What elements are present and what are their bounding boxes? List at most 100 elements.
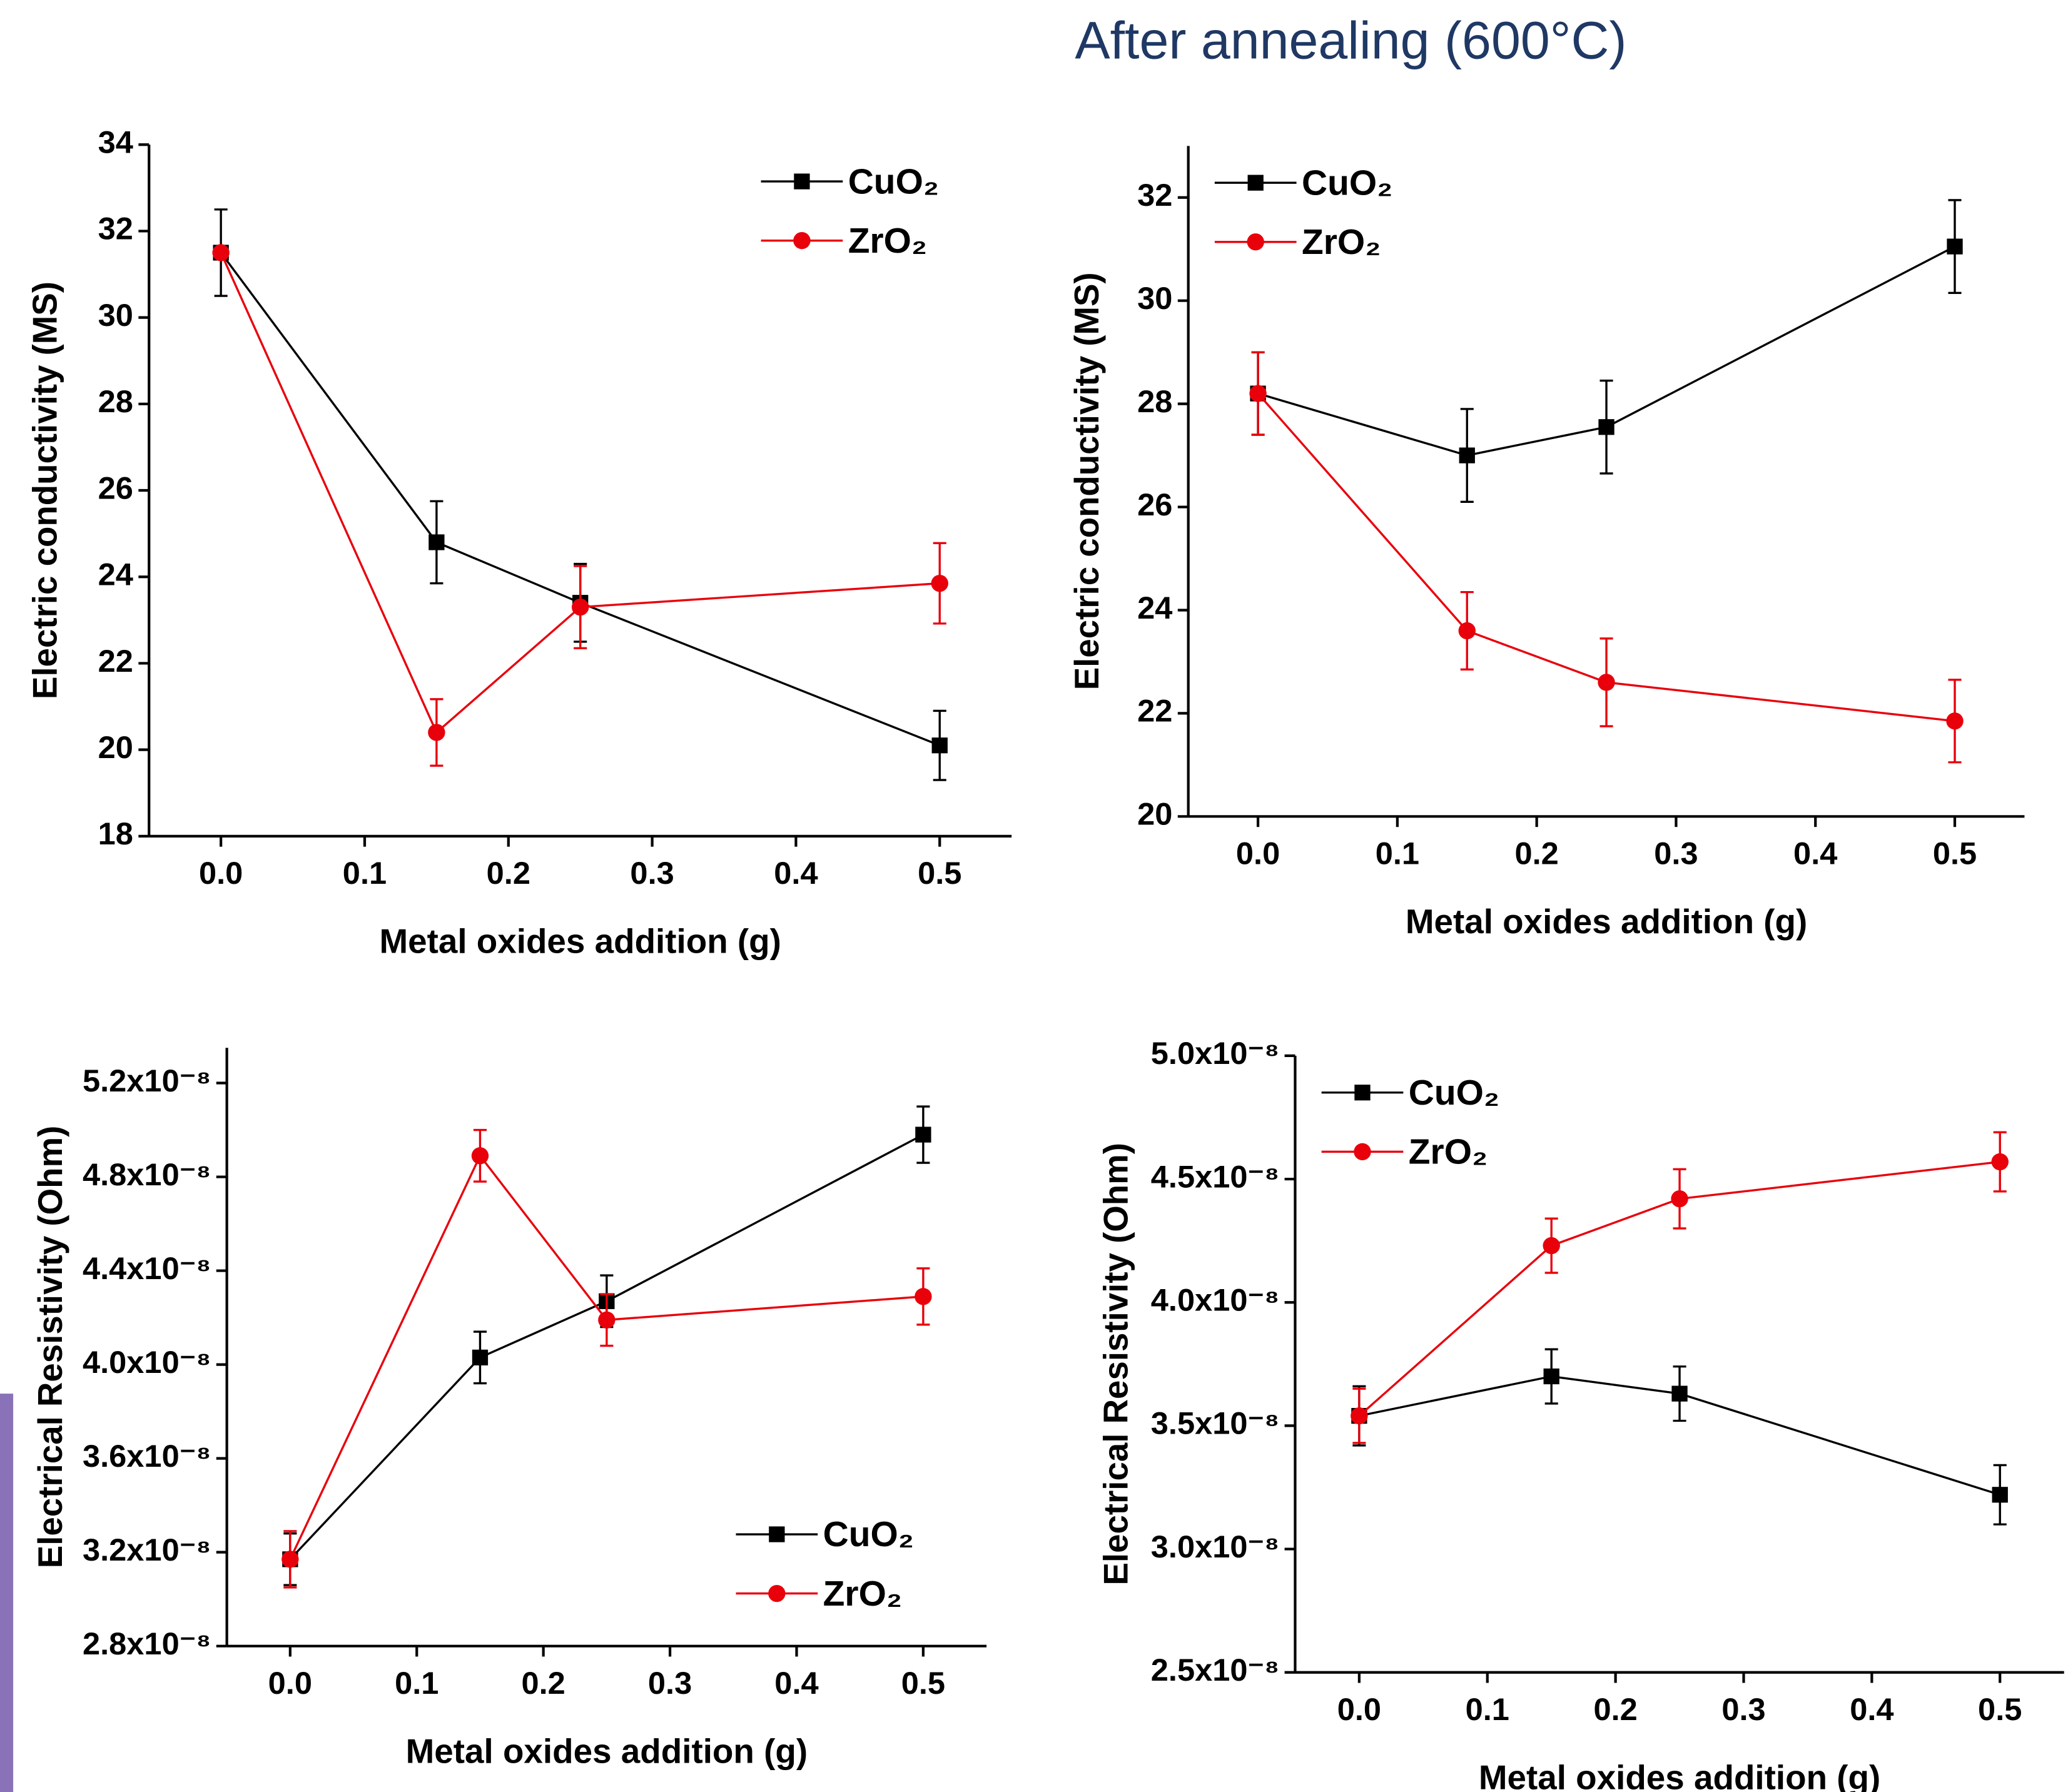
data-point [471,1147,489,1165]
data-point [1543,1237,1560,1255]
legend-marker [769,1526,785,1542]
x-tick-label: 0.4 [774,1665,818,1701]
data-point [571,598,589,616]
y-tick-label: 30 [1137,280,1172,316]
x-tick-label: 0.0 [199,855,243,891]
y-axis-label: Electrical Resistivity (Ohm) [1096,1143,1135,1585]
chart: 18 20 22 24 26 28 30 32 34 0.0 0.1 0.2 0.3 0.4 0.5 Meta… [25,124,1012,961]
series-line [289,1153,924,1560]
y-tick-label: 28 [98,383,133,419]
data-point [1671,1190,1688,1208]
series-line [289,1133,924,1561]
data-point [1459,447,1475,463]
y-tick-label: 30 [98,297,133,333]
y-tick-label: 34 [98,124,133,160]
legend-marker [1354,1143,1371,1160]
legend-label: CuO₂ [1409,1073,1499,1113]
data-point [1598,674,1615,691]
x-tick-label: 0.1 [1466,1691,1509,1727]
y-tick-label: 5.0x10⁻⁸ [1151,1035,1279,1071]
y-tick-label: 24 [98,557,133,592]
data-point [428,534,445,550]
series-line [1257,245,1955,457]
y-tick-label: 3.5x10⁻⁸ [1151,1405,1279,1441]
x-axis-label: Metal oxides addition (g) [1406,902,1807,941]
legend-marker [1247,175,1264,191]
x-tick-label: 0.4 [1793,836,1837,871]
x-tick-label: 0.5 [1933,836,1977,871]
data-point [1598,419,1614,435]
data-point [1543,1368,1559,1385]
x-tick-label: 0.2 [1593,1691,1637,1727]
x-tick-label: 0.3 [1721,1691,1765,1727]
data-point [1992,1487,2008,1503]
y-axis-label: Electric conductivity (MS) [1067,272,1106,690]
y-tick-label: 3.6x10⁻⁸ [83,1438,211,1474]
data-point [1249,385,1267,402]
x-tick-label: 0.4 [774,855,818,891]
y-tick-label: 4.0x10⁻⁸ [83,1344,211,1380]
y-tick-label: 5.2x10⁻⁸ [83,1063,211,1098]
data-point [1946,712,1964,730]
series-line [220,251,940,747]
legend-marker [794,173,810,190]
data-point [1991,1153,2009,1171]
legend-label: ZrO₂ [1302,223,1381,262]
chart: 2.8x10⁻⁸ 3.2x10⁻⁸ 3.6x10⁻⁸ 4.0x10⁻⁸ 4.4x10⁻⁸… [31,1048,987,1771]
data-point [915,1126,931,1143]
x-tick-label: 0.1 [1376,836,1419,871]
x-tick-label: 0.0 [1337,1691,1381,1727]
y-tick-label: 22 [1137,693,1172,729]
series-line [1257,393,1955,722]
y-tick-label: 20 [1137,796,1172,832]
data-point [1947,238,1963,255]
data-point [428,724,445,741]
x-tick-label: 0.5 [918,855,961,891]
y-tick-label: 28 [1137,383,1172,419]
legend-marker [793,231,811,250]
legend-marker [1354,1085,1371,1101]
legend-label: CuO₂ [1302,163,1392,203]
x-tick-label: 0.0 [1236,836,1280,871]
y-tick-label: 20 [98,729,133,765]
legend-label: CuO₂ [823,1515,914,1554]
x-tick-label: 0.5 [901,1665,945,1701]
y-tick-label: 4.5x10⁻⁸ [1151,1158,1279,1194]
data-point [931,737,948,754]
y-tick-label: 2.5x10⁻⁸ [1151,1652,1279,1688]
x-tick-label: 0.1 [395,1665,438,1701]
data-point [1458,622,1476,640]
y-tick-label: 26 [98,470,133,505]
y-tick-label: 3.0x10⁻⁸ [1151,1529,1279,1564]
data-point [281,1551,299,1568]
legend-marker [768,1584,786,1602]
data-point [598,1311,616,1329]
x-tick-label: 0.5 [1978,1691,2022,1727]
data-point [1671,1385,1688,1402]
y-tick-label: 32 [1137,177,1172,213]
y-tick-label: 4.0x10⁻⁸ [1151,1282,1279,1318]
x-tick-label: 0.3 [648,1665,692,1701]
data-point [212,244,230,261]
y-tick-label: 4.8x10⁻⁸ [83,1157,211,1192]
data-point [1351,1407,1368,1425]
y-tick-label: 24 [1137,590,1172,625]
x-tick-label: 0.1 [343,855,387,891]
legend-label: ZrO₂ [848,221,927,261]
series-line [1359,1375,2000,1496]
legend-marker [1247,233,1264,251]
page-title: After annealing (600°C) [1075,11,1626,70]
series-line [220,252,940,734]
y-axis-label: Electrical Resistivity (Ohm) [31,1126,69,1568]
legend-label: CuO₂ [848,162,939,201]
background-strip [0,1394,14,1792]
y-tick-label: 2.8x10⁻⁸ [83,1626,211,1661]
x-axis-label: Metal oxides addition (g) [406,1732,808,1771]
y-tick-label: 26 [1137,487,1172,522]
y-axis-label: Electric conductivity (MS) [25,281,64,699]
legend-label: ZrO₂ [1409,1133,1488,1172]
y-tick-label: 3.2x10⁻⁸ [83,1532,211,1567]
x-axis-label: Metal oxides addition (g) [1479,1758,1880,1792]
y-tick-label: 4.4x10⁻⁸ [83,1250,211,1286]
